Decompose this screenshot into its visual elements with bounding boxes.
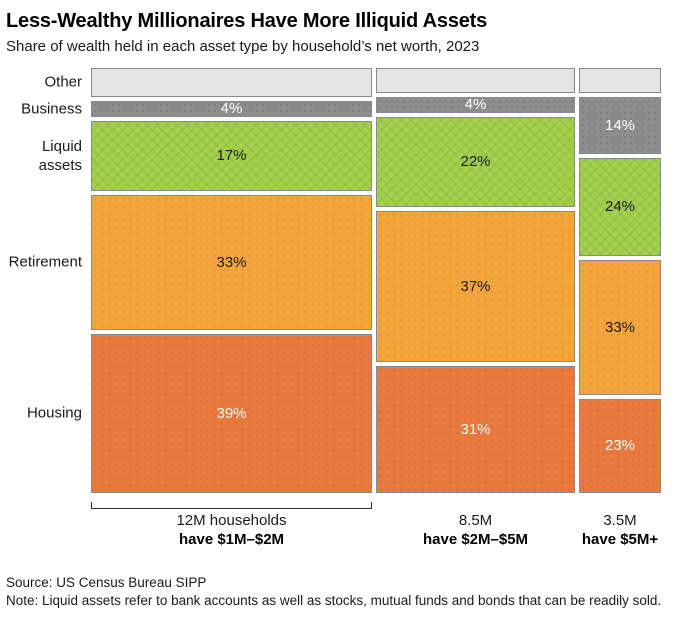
cell-value-label: 17% (216, 147, 247, 165)
net-worth-range-label: have $1M–$2M (178, 531, 285, 548)
mosaic-cell-other-1m-2m (91, 68, 372, 97)
column-axis-label-1m-2m: 12M households have $1M–$2M (91, 511, 372, 549)
chart-footer: Source: US Census Bureau SIPP Note: Liqu… (6, 574, 690, 610)
column-axis-label-5m-plus: 3.5M have $5M+ (579, 511, 661, 549)
cell-value-label: 39% (216, 404, 247, 422)
cell-value-label: 37% (460, 278, 491, 296)
net-worth-range-label: have $2M–$5M (422, 531, 529, 548)
source-text: Source: US Census Bureau SIPP (6, 575, 207, 590)
row-label-housing: Housing (26, 404, 82, 422)
cell-value-label: 33% (216, 253, 247, 271)
mosaic-cell-housing-5m-plus: 23% (579, 398, 661, 493)
mosaic-cell-retirement-1m-2m: 33% (91, 194, 372, 330)
households-count-label: 8.5M (458, 512, 493, 529)
mosaic-cell-business-5m-plus: 14% (579, 96, 661, 154)
row-label-column: Other Business Liquid assets Retirement Hous… (0, 68, 85, 493)
cell-value-label: 33% (604, 319, 636, 336)
mosaic-cell-liquid-assets-5m-plus: 24% (579, 157, 661, 256)
row-label-retirement: Retirement (8, 253, 82, 271)
mosaic-plot: 4% 17% 33% 39% 12M households have $1M–$2M 4% 2… (91, 68, 661, 548)
mosaic-cell-liquid-assets-2m-5m: 22% (376, 116, 575, 207)
mosaic-cell-other-5m-plus (579, 68, 661, 93)
cell-value-label: 4% (464, 96, 487, 114)
cell-value-label: 22% (460, 153, 491, 171)
mosaic-cell-business-1m-2m: 4% (91, 100, 372, 118)
mosaic-cell-housing-2m-5m: 31% (376, 366, 575, 493)
cell-value-label: 14% (604, 116, 636, 134)
row-label-business: Business (21, 100, 82, 118)
mosaic-cell-liquid-assets-1m-2m: 17% (91, 121, 372, 191)
column-bracket-1m-2m (91, 502, 372, 509)
cell-value-label: 24% (604, 198, 636, 216)
mosaic-cell-housing-1m-2m: 39% (91, 333, 372, 493)
mosaic-chart: Other Business Liquid assets Retirement Hous… (0, 68, 696, 568)
note-text: Note: Liquid assets refer to bank accoun… (6, 593, 662, 608)
row-label-liquid-assets: Liquid assets (38, 137, 82, 174)
page-title: Less-Wealthy Millionaires Have More Illi… (6, 10, 488, 32)
cell-value-label: 31% (460, 421, 491, 439)
mosaic-cell-other-2m-5m (376, 68, 575, 93)
mosaic-cell-retirement-2m-5m: 37% (376, 210, 575, 363)
households-count-label: 3.5M (603, 512, 637, 529)
column-axis-label-2m-5m: 8.5M have $2M–$5M (376, 511, 575, 549)
mosaic-cell-retirement-5m-plus: 33% (579, 260, 661, 395)
households-count-label: 12M households (176, 512, 287, 529)
cell-value-label: 23% (604, 437, 636, 455)
page-subtitle: Share of wealth held in each asset type … (6, 38, 480, 55)
mosaic-cell-business-2m-5m: 4% (376, 96, 575, 114)
cell-value-label: 4% (220, 100, 243, 118)
row-label-other: Other (44, 73, 82, 91)
chart-header: Less-Wealthy Millionaires Have More Illi… (0, 0, 696, 57)
net-worth-range-label: have $5M+ (581, 531, 659, 548)
